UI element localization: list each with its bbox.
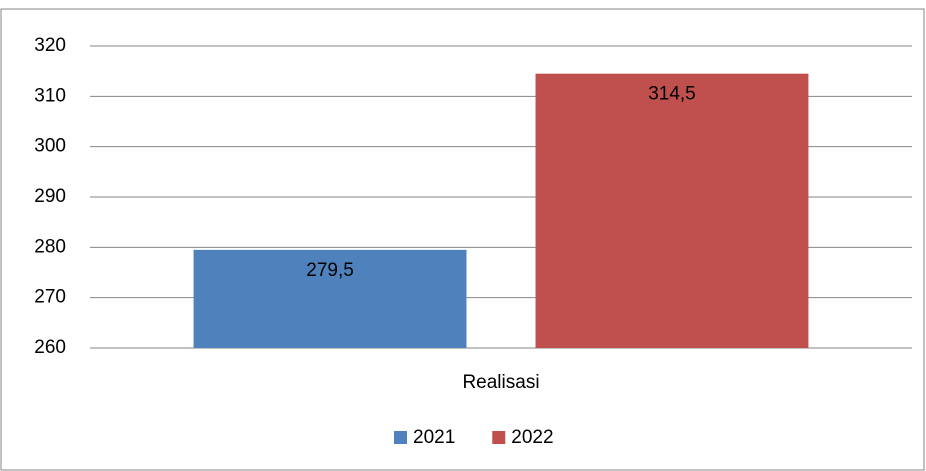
y-tick-label: 260 — [34, 337, 66, 358]
data-label: 314,5 — [648, 84, 696, 105]
y-tick-label: 320 — [34, 35, 66, 56]
legend-label: 2021 — [413, 427, 455, 448]
data-label: 279,5 — [306, 260, 354, 281]
legend-swatch — [492, 431, 506, 444]
y-tick-label: 270 — [34, 287, 66, 308]
y-tick-label: 300 — [34, 136, 66, 157]
legend-swatch — [394, 431, 407, 444]
y-tick-label: 310 — [34, 85, 66, 106]
y-tick-label: 280 — [34, 236, 66, 257]
legend-label: 2022 — [511, 427, 553, 448]
y-tick-label: 290 — [34, 186, 66, 207]
bar — [535, 73, 809, 348]
x-tick-label: Realisasi — [462, 372, 539, 393]
bar — [193, 249, 467, 348]
